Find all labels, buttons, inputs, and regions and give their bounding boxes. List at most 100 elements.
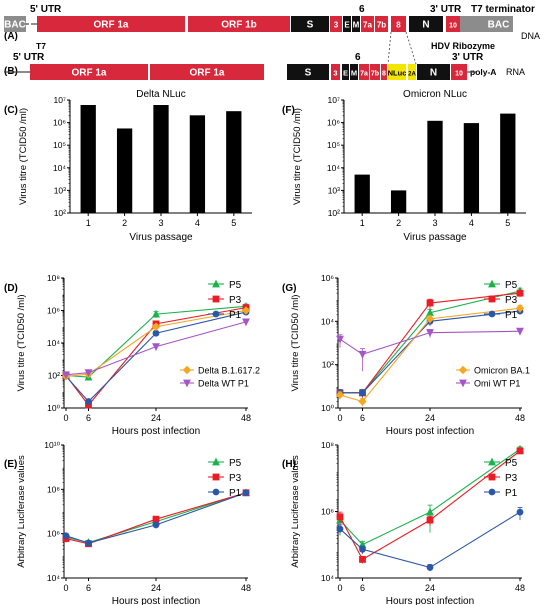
chart-delta-growth-kinetics: 10⁰ 10² 10⁴ 10⁶ 10⁸ Virus titre (TCID50 /ml) 0… (16, 273, 260, 437)
y-axis-label: Virus titre (TCID50 /ml) (16, 295, 27, 392)
y-tick-label: 10⁰ (47, 403, 60, 413)
data-point (425, 314, 435, 324)
legend-label: Omicron BA.1 (474, 366, 530, 376)
legend-label: Delta WT P1 (198, 379, 249, 389)
genome-b-insert-guide (405, 31, 417, 65)
data-point (242, 489, 250, 497)
data-point (459, 379, 467, 388)
genome-segment-label: 7b (371, 71, 379, 78)
y-tick-label: 10⁴ (327, 163, 340, 173)
data-point (84, 369, 93, 378)
genome-segment-label: 3 (334, 21, 339, 30)
genome-segment-label: 7b (377, 21, 386, 30)
genome-segment (361, 16, 374, 32)
data-point (212, 279, 220, 288)
data-point (183, 379, 191, 388)
chart-omicron-luciferase: 10⁴ 10⁶ 10⁸ Arbitrary Luciferase values 0 6 24… (290, 440, 525, 605)
data-point (85, 398, 92, 405)
chart-title: Omicron NLuc (403, 89, 467, 100)
genome-segment-label: 7a (363, 21, 372, 30)
data-point (212, 488, 220, 496)
data-point (488, 295, 496, 303)
x-axis-label: Hours post infection (386, 426, 474, 437)
bar (354, 174, 370, 213)
y-tick-label: 10⁷ (327, 95, 340, 105)
x-tick-label: 5 (505, 218, 510, 228)
genome-segment (37, 16, 185, 32)
genome-a-ribozyme: HDV Ribozyme (431, 41, 495, 51)
legend-label: P1 (505, 310, 518, 321)
series-line (339, 511, 521, 569)
genome-a-utr3: 3' UTR (430, 4, 462, 15)
data-point (426, 299, 434, 307)
legend-label: P1 (229, 310, 242, 321)
genome-segment (451, 64, 467, 80)
legend-label: P3 (229, 473, 242, 484)
x-tick-label: 24 (425, 583, 435, 593)
x-tick-label: 48 (515, 583, 525, 593)
bar (427, 120, 443, 213)
y-tick-label: 10⁵ (327, 140, 340, 150)
data-point (516, 447, 524, 455)
data-point (151, 322, 161, 331)
series-line (65, 492, 247, 544)
x-tick-label: 3 (432, 218, 437, 228)
chart-title: Delta NLuc (136, 89, 185, 100)
panel-label-h: (H) (282, 459, 296, 470)
genome-segment (30, 64, 148, 80)
genome-segment (150, 64, 264, 80)
genome-segment (446, 16, 460, 32)
genome-segment-label: 7a (360, 71, 368, 78)
x-tick-label: 24 (425, 413, 435, 423)
y-axis-label: Virus titre (TCID50 /ml) (18, 108, 29, 205)
bar (116, 128, 133, 213)
y-axis-label: Arbitrary Luciferase values (16, 455, 27, 568)
y-tick-label: 10⁴ (321, 316, 334, 326)
genome-b-utr3: 3' UTR (452, 52, 484, 63)
data-point (426, 308, 434, 317)
panel-label-c: (C) (4, 105, 18, 116)
genome-segment (331, 64, 340, 80)
data-point (335, 390, 345, 400)
data-point (358, 350, 367, 359)
y-tick-label: 10² (54, 208, 66, 218)
y-tick-label: 10² (322, 360, 334, 370)
data-point (336, 525, 344, 533)
genome-segment-label: 10 (455, 71, 463, 78)
x-axis-label: Virus passage (403, 232, 467, 243)
genome-segment-label: 3 (333, 69, 337, 78)
y-tick-label: 10⁶ (47, 529, 60, 539)
genome-b-insert-guide (387, 31, 392, 65)
data-point (488, 279, 496, 288)
data-point (515, 304, 525, 313)
data-point (426, 564, 434, 571)
x-tick-label: 48 (241, 583, 251, 593)
data-point (242, 318, 250, 327)
genome-a-above6: 6 (359, 4, 365, 15)
x-tick-label: 5 (231, 218, 236, 228)
series-line (65, 307, 247, 407)
genome-segment (370, 64, 380, 80)
data-point (85, 539, 92, 547)
x-tick-label: 1 (86, 218, 91, 228)
y-tick-label: 10⁴ (321, 573, 334, 583)
genome-segment (188, 16, 290, 32)
data-point (488, 488, 496, 496)
genome-segment (381, 64, 387, 80)
genome-segment-label: BAC (488, 20, 510, 31)
data-point (336, 335, 344, 344)
genome-b-polya: poly-A (470, 67, 496, 77)
panel-label-a: (A) (4, 31, 18, 42)
bar (390, 190, 407, 213)
x-axis-label: Hours post infection (112, 426, 200, 437)
data-point (358, 397, 367, 406)
legend-label: P5 (229, 458, 242, 469)
genome-segment-label: ORF 1a (93, 20, 128, 31)
bar (463, 123, 480, 213)
genome-segment-label: ORF 1b (221, 20, 257, 31)
genome-segment (4, 16, 26, 32)
y-tick-label: 10² (328, 208, 340, 218)
x-tick-label: 0 (337, 583, 342, 593)
series-line (339, 330, 521, 355)
chart-omicron-growth-kinetics: 10⁰ 10² 10⁴ 10⁶ Virus titre (TCID50 /ml) 0 6 24… (290, 273, 530, 437)
